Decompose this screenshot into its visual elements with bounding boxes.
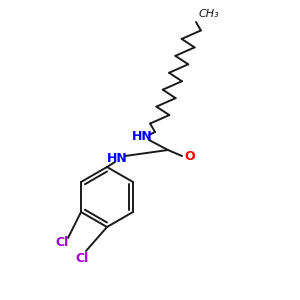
Text: Cl: Cl (56, 236, 69, 250)
Text: CH₃: CH₃ (199, 9, 220, 19)
Text: O: O (184, 151, 195, 164)
Text: HN: HN (132, 130, 152, 143)
Text: Cl: Cl (75, 253, 88, 266)
Text: HN: HN (106, 152, 128, 164)
